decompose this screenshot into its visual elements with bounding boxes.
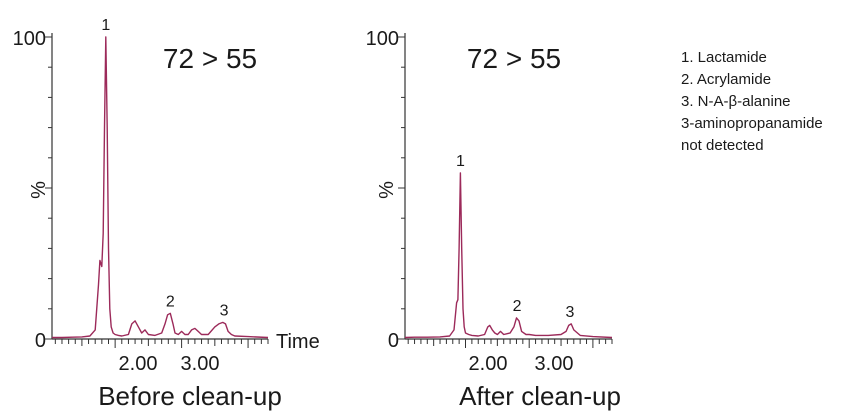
peak-label-2: 2 bbox=[166, 293, 175, 310]
y-axis-label: % bbox=[28, 181, 50, 199]
legend-item-acrylamide: 2. Acrylamide bbox=[681, 71, 771, 88]
legend-item-not-detected: not detected bbox=[681, 137, 764, 154]
compound-legend: 1. Lactamide 2. Acrylamide 3. N-A-β-alan… bbox=[681, 49, 823, 154]
legend-item-3-aminopropanamide: 3-aminopropanamide bbox=[681, 115, 823, 132]
y-tick-label-100: 100 bbox=[13, 28, 46, 50]
peak-label-1: 1 bbox=[101, 17, 110, 34]
panel-title: Before clean-up bbox=[98, 381, 282, 411]
x-tick-label-2-00: 2.00 bbox=[119, 353, 158, 375]
y-tick-label-0: 0 bbox=[388, 330, 399, 352]
legend-item-n-a-beta-alanine: 3. N-A-β-alanine bbox=[681, 93, 791, 110]
mrm-transition-label: 72 > 55 bbox=[163, 43, 257, 74]
x-axis-label: Time bbox=[276, 331, 320, 353]
y-tick-label-100: 100 bbox=[366, 28, 399, 50]
chromatogram-trace bbox=[52, 36, 269, 339]
peak-label-1: 1 bbox=[456, 153, 465, 170]
peak-label-3: 3 bbox=[566, 304, 575, 321]
chart-before-cleanup: 72 > 55 100 0 % 2.00 3.00 Time Before cl… bbox=[13, 17, 320, 411]
x-tick-label-3-00: 3.00 bbox=[535, 353, 574, 375]
panel-title: After clean-up bbox=[459, 381, 621, 411]
x-tick-label-3-00: 3.00 bbox=[181, 353, 220, 375]
y-axis-label: % bbox=[376, 181, 398, 199]
x-tick-label-2-00: 2.00 bbox=[469, 353, 508, 375]
y-tick-label-0: 0 bbox=[35, 330, 46, 352]
peak-label-2: 2 bbox=[513, 298, 522, 315]
peak-label-3: 3 bbox=[220, 302, 229, 319]
legend-item-lactamide: 1. Lactamide bbox=[681, 49, 767, 66]
mrm-transition-label: 72 > 55 bbox=[467, 43, 561, 74]
chromatogram-trace bbox=[404, 172, 613, 339]
chart-after-cleanup: 72 > 55 100 0 % 2.00 3.00 After clean-up… bbox=[366, 28, 621, 411]
